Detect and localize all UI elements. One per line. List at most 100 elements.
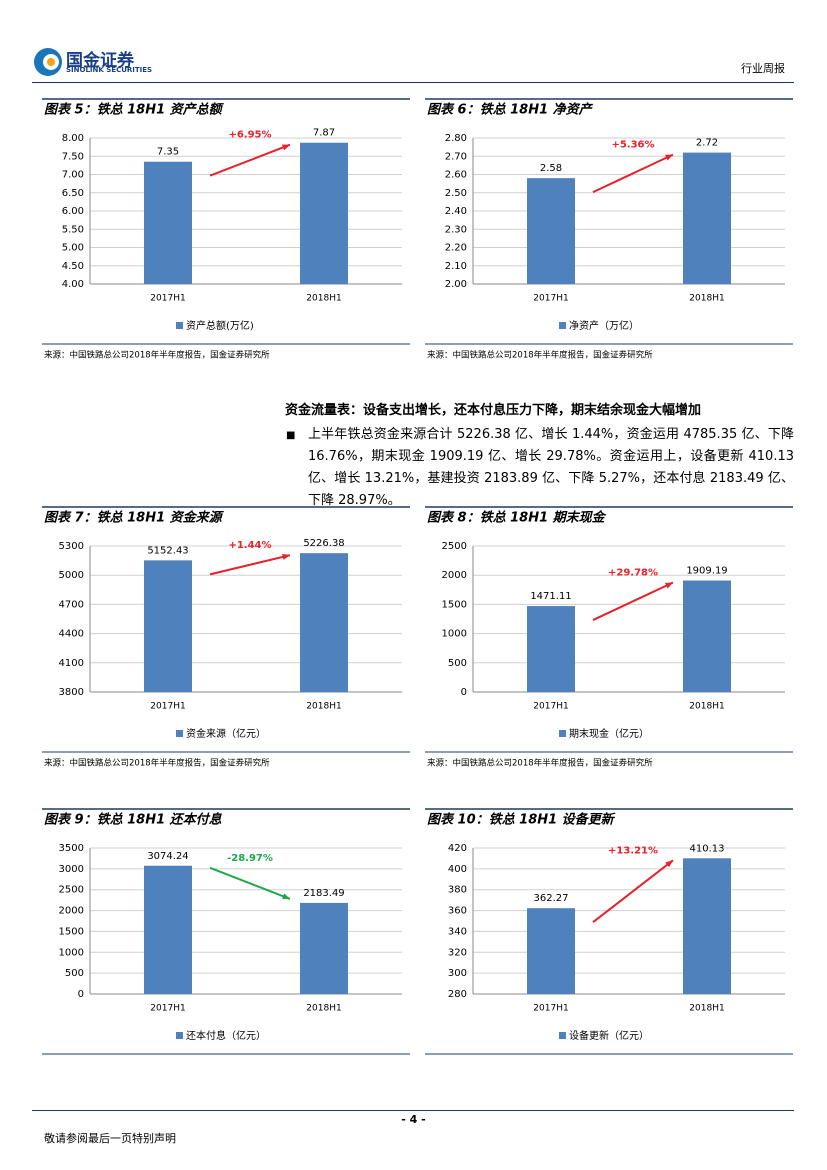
annotation: -28.97% xyxy=(227,853,273,864)
bar xyxy=(144,865,192,994)
chart: 图表 5：铁总 18H1 资产总额来源：中国铁路总公司2018年半年度报告，国金… xyxy=(42,98,410,361)
annotation-arrow xyxy=(592,581,674,621)
y-tick-label: 360 xyxy=(448,906,467,917)
chart-title: 图表 10：铁总 18H1 设备更新 xyxy=(427,812,616,828)
bullet-mark: ■ xyxy=(286,430,296,441)
value-label: 410.13 xyxy=(690,843,725,854)
bar xyxy=(527,908,575,994)
value-label: 362.27 xyxy=(534,893,569,904)
source: 来源：中国铁路总公司2018年半年度报告，国金证券研究所 xyxy=(44,350,270,361)
legend-swatch xyxy=(176,322,183,329)
annotation-arrowhead xyxy=(665,582,673,589)
annotation-arrowhead xyxy=(282,893,290,900)
bullet-text: 上半年铁总资金来源合计 5226.38 亿、增长 1.44%，资金运用 4785… xyxy=(308,427,794,508)
value-label: 3074.24 xyxy=(147,851,188,862)
value-label: 2183.49 xyxy=(303,888,344,899)
y-tick-label: 2000 xyxy=(59,906,84,917)
y-tick-label: 2.60 xyxy=(445,170,467,181)
bar xyxy=(683,152,731,284)
annotation-arrow xyxy=(592,153,674,194)
y-tick-label: 4700 xyxy=(59,599,84,610)
y-tick-label: 2.30 xyxy=(445,224,467,235)
report-type: 行业周报 xyxy=(741,62,785,75)
y-tick-label: 340 xyxy=(448,926,467,937)
value-label: 7.35 xyxy=(157,147,179,158)
x-tick-label: 2018H1 xyxy=(689,702,724,712)
value-label: 7.87 xyxy=(313,128,335,139)
legend-label: 资产总额(万亿) xyxy=(186,319,254,332)
annotation: +6.95% xyxy=(228,130,271,141)
y-tick-label: 1500 xyxy=(59,926,84,937)
legend-swatch xyxy=(559,730,566,737)
chart: 图表 10：铁总 18H1 设备更新 280 300 320 340 360 380 400 4… xyxy=(425,808,793,1055)
y-tick-label: 420 xyxy=(448,843,467,854)
source: 来源：中国铁路总公司2018年半年度报告，国金证券研究所 xyxy=(427,758,653,769)
y-tick-label: 2.50 xyxy=(445,188,467,199)
logo-text-en: SINOLINK SECURITIES xyxy=(66,66,153,74)
y-tick-label: 380 xyxy=(448,885,467,896)
logo-text: 国金证券 xyxy=(66,51,134,71)
legend-label: 净资产（万亿） xyxy=(569,319,639,332)
annotation-arrow xyxy=(209,143,291,177)
y-tick-label: 8.00 xyxy=(62,133,84,144)
y-tick-label: 2.20 xyxy=(445,243,467,254)
legend-swatch xyxy=(559,1032,566,1039)
chart: 图表 6：铁总 18H1 净资产来源：中国铁路总公司2018年半年度报告，国金证… xyxy=(425,98,793,361)
annotation-arrowhead xyxy=(282,144,290,151)
bar xyxy=(144,560,192,692)
annotation: +29.78% xyxy=(608,568,658,579)
chart: 图表 8：铁总 18H1 期末现金来源：中国铁路总公司2018年半年度报告，国金… xyxy=(425,506,793,769)
y-tick-label: 5.50 xyxy=(62,224,84,235)
annotation-arrowhead xyxy=(665,860,673,868)
y-tick-label: 5000 xyxy=(59,570,84,581)
y-tick-label: 400 xyxy=(448,864,467,875)
bar xyxy=(527,178,575,284)
chart-title: 图表 7：铁总 18H1 资金来源 xyxy=(44,510,225,526)
y-tick-label: 320 xyxy=(448,947,467,958)
annotation: +13.21% xyxy=(608,845,658,856)
bar xyxy=(527,606,575,692)
x-tick-label: 2017H1 xyxy=(533,702,568,712)
section-heading: 资金流量表：设备支出增长，还本付息压力下降，期末结余现金大幅增加 xyxy=(285,403,702,418)
y-tick-label: 3000 xyxy=(59,864,84,875)
y-tick-label: 1000 xyxy=(442,629,467,640)
y-tick-label: 7.50 xyxy=(62,151,84,162)
annotation-arrow xyxy=(592,859,674,923)
y-tick-label: 6.50 xyxy=(62,188,84,199)
x-tick-label: 2018H1 xyxy=(306,702,341,712)
x-tick-label: 2017H1 xyxy=(150,702,185,712)
y-tick-label: 0 xyxy=(78,989,84,1000)
value-label: 1909.19 xyxy=(686,566,727,577)
chart-title: 图表 5：铁总 18H1 资产总额 xyxy=(44,102,225,118)
y-tick-label: 280 xyxy=(448,989,467,1000)
x-tick-label: 2018H1 xyxy=(689,1004,724,1014)
y-tick-label: 2.40 xyxy=(445,206,467,217)
annotation: +5.36% xyxy=(611,140,654,151)
y-tick-label: 2.70 xyxy=(445,151,467,162)
chart-title: 图表 6：铁总 18H1 净资产 xyxy=(427,102,594,118)
y-tick-label: 7.00 xyxy=(62,170,84,181)
legend-swatch xyxy=(176,730,183,737)
chart: 图表 9：铁总 18H1 还本付息 0 500 1000 1500 2000 2500 300… xyxy=(42,808,410,1055)
bar xyxy=(300,142,348,284)
y-tick-label: 1500 xyxy=(442,599,467,610)
y-tick-label: 3800 xyxy=(59,687,84,698)
header-rule xyxy=(32,82,794,83)
source: 来源：中国铁路总公司2018年半年度报告，国金证券研究所 xyxy=(427,350,653,361)
annotation-arrow xyxy=(209,554,291,576)
y-tick-label: 2.80 xyxy=(445,133,467,144)
legend-label: 期末现金（亿元） xyxy=(569,727,649,740)
y-tick-label: 4.50 xyxy=(62,261,84,272)
y-tick-label: 1000 xyxy=(59,947,84,958)
source: 来源：中国铁路总公司2018年半年度报告，国金证券研究所 xyxy=(44,758,270,769)
y-tick-label: 4100 xyxy=(59,658,84,669)
legend-label: 资金来源（亿元） xyxy=(186,727,266,740)
y-tick-label: 2500 xyxy=(442,541,467,552)
disclaimer: 敬请参阅最后一页特别声明 xyxy=(44,1132,176,1145)
bar xyxy=(683,858,731,994)
bar xyxy=(300,902,348,994)
legend-label: 还本付息（亿元） xyxy=(186,1029,266,1042)
bar xyxy=(144,161,192,284)
y-tick-label: 2.00 xyxy=(445,279,467,290)
